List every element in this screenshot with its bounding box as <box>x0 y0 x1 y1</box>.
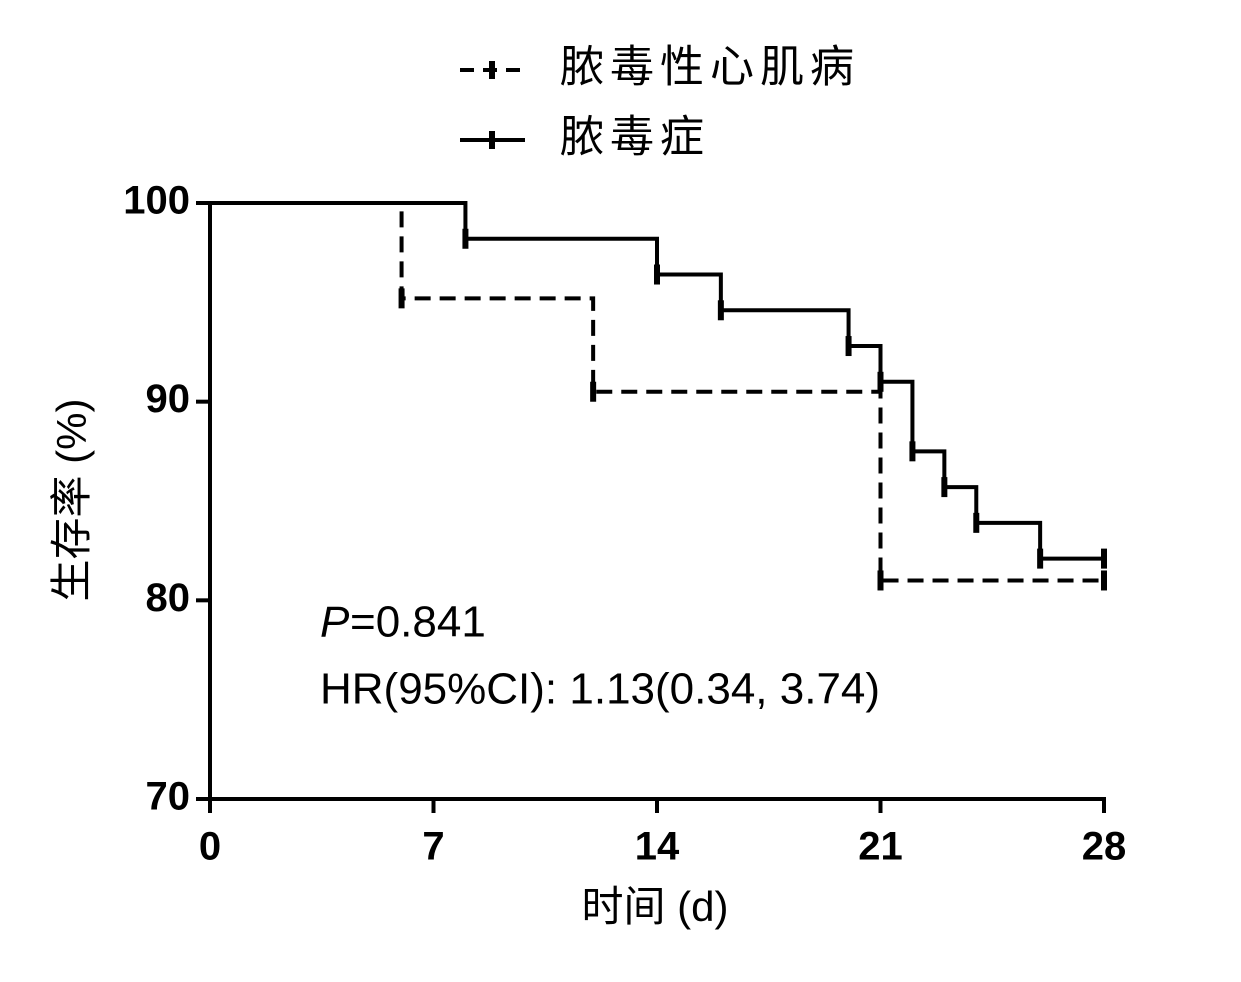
x-tick-label: 28 <box>1082 825 1127 869</box>
x-tick-label: 14 <box>635 825 680 869</box>
y-tick-label: 80 <box>146 576 191 620</box>
survival-line <box>210 201 1104 583</box>
survival-line <box>210 201 1104 561</box>
annotation: HR(95%CI): 1.13(0.34, 3.74) <box>320 665 880 714</box>
y-tick-label: 100 <box>123 179 190 223</box>
y-axis-label: 生存率 (%) <box>48 399 95 602</box>
y-tick-label: 70 <box>146 775 191 819</box>
x-tick-label: 0 <box>199 825 221 869</box>
legend-label: 脓毒性心肌病 <box>560 43 860 92</box>
x-axis-label: 时间 (d) <box>581 883 728 930</box>
annotation: =0.841 <box>350 598 486 647</box>
annotation: P <box>320 598 350 647</box>
x-tick-label: 21 <box>858 825 903 869</box>
x-tick-label: 7 <box>422 825 444 869</box>
y-tick-label: 90 <box>146 377 191 421</box>
legend-label: 脓毒症 <box>560 113 710 162</box>
